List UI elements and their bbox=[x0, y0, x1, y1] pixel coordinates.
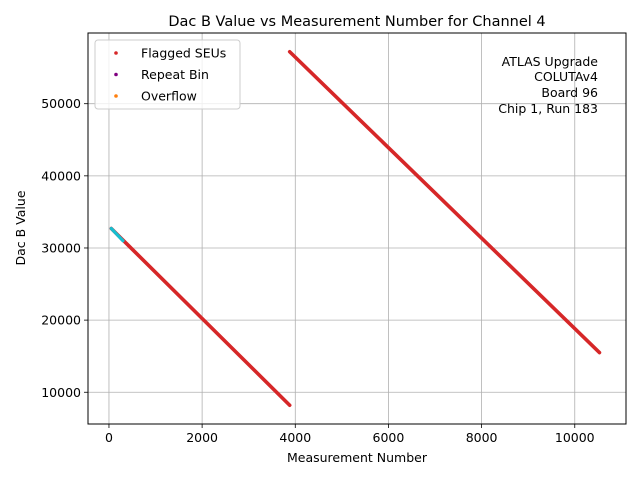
y-axis-title: Dac B Value bbox=[13, 190, 28, 265]
y-tick-label: 40000 bbox=[41, 168, 81, 183]
x-tick-label: 0 bbox=[105, 430, 113, 445]
annotation-line: ATLAS Upgrade bbox=[502, 54, 599, 69]
legend-label: Flagged SEUs bbox=[141, 46, 226, 61]
annotation: ATLAS Upgrade COLUTAv4 Board 96 Chip 1, … bbox=[498, 54, 598, 116]
legend-label: Overflow bbox=[141, 89, 197, 104]
x-tick-label: 2000 bbox=[186, 430, 218, 445]
annotation-line: Chip 1, Run 183 bbox=[498, 101, 598, 116]
legend-marker bbox=[114, 51, 118, 55]
axis-ticks: 0 2000 4000 6000 8000 10000 10000 20000 30000 400… bbox=[41, 96, 594, 445]
legend-marker bbox=[114, 72, 118, 77]
series-points-flagged-seus bbox=[109, 226, 292, 408]
y-tick-label: 20000 bbox=[41, 313, 81, 328]
x-axis-title: Measurement Number bbox=[287, 450, 428, 465]
grid bbox=[88, 33, 626, 424]
y-tick-label: 50000 bbox=[41, 96, 81, 111]
legend: Flagged SEUs Repeat Bin Overflow bbox=[94, 39, 241, 110]
x-tick-label: 8000 bbox=[466, 430, 498, 445]
plot-frame bbox=[87, 32, 627, 425]
legend-label: Repeat Bin bbox=[141, 67, 209, 82]
y-tick-label: 30000 bbox=[41, 240, 81, 255]
x-tick-label: 4000 bbox=[279, 430, 311, 445]
legend-marker bbox=[114, 94, 118, 98]
annotation-line: Board 96 bbox=[541, 85, 598, 100]
series-points-flagged-seus bbox=[287, 49, 602, 355]
chart-title: Dac B Value vs Measurement Number for Ch… bbox=[168, 14, 545, 30]
x-tick-label: 6000 bbox=[373, 430, 405, 445]
legend-box bbox=[94, 39, 241, 110]
x-tick-label: 10000 bbox=[555, 430, 595, 445]
y-tick-label: 10000 bbox=[41, 385, 81, 400]
annotation-line: COLUTAv4 bbox=[534, 69, 598, 84]
series-points-data bbox=[109, 226, 125, 243]
data-points bbox=[109, 49, 602, 408]
